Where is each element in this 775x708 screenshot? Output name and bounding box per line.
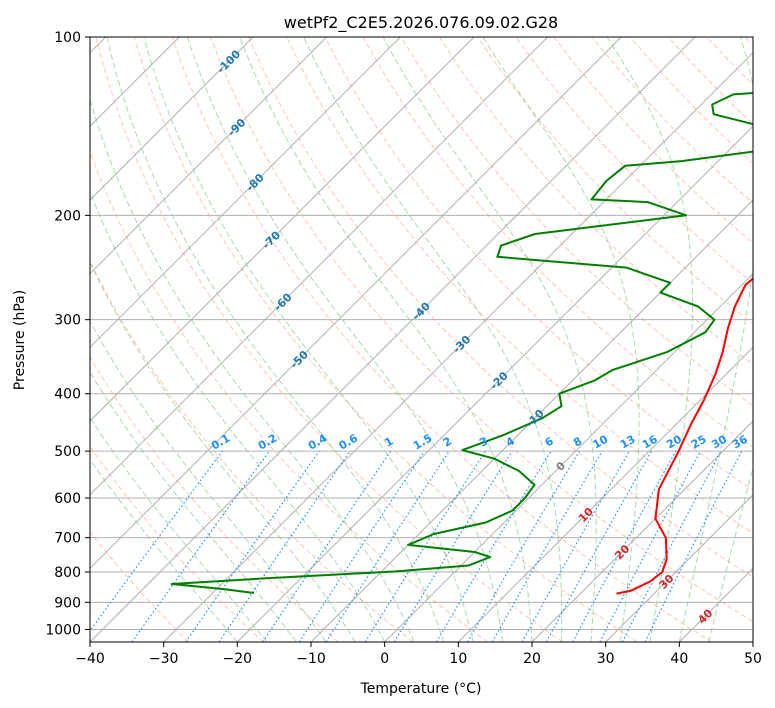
y-tick-label: 1000	[45, 622, 81, 638]
dry-adiabat	[210, 37, 753, 623]
mixing-ratio-line	[298, 450, 425, 642]
dry-adiabat	[438, 37, 753, 366]
mixing-ratio-line	[393, 450, 513, 642]
mixing-ratio-line	[185, 450, 320, 642]
moist-adiabat	[90, 261, 356, 642]
mixing-ratio-line	[644, 450, 743, 642]
mixing-ratio-line	[545, 450, 653, 642]
isotherm-gridline	[605, 493, 753, 642]
x-tick-label: −10	[296, 651, 326, 667]
x-tick-label: 20	[523, 651, 541, 667]
x-tick-label: 40	[670, 651, 688, 667]
isotherm-gridline	[90, 37, 401, 349]
axis-ticks: −40 −30 −20 −10 0 10 20 30 40 50 100 200 300 400 500 60…	[45, 30, 762, 667]
moist-adiabat	[678, 37, 753, 642]
y-tick-label: 800	[54, 565, 81, 581]
moist-adiabat	[187, 37, 503, 642]
x-tick-label: −20	[223, 651, 253, 667]
dewpoint-profile-line	[170, 92, 753, 594]
y-tick-label: 500	[54, 444, 81, 460]
temperature-profile-line	[616, 277, 753, 595]
isotherm-gridline	[90, 37, 696, 642]
isotherm-gridline	[310, 199, 753, 642]
isotherm-gridline	[163, 51, 753, 642]
moist-adiabat	[606, 37, 694, 642]
isotherm-gridline	[384, 272, 753, 642]
mixing-ratio-lines	[90, 450, 743, 642]
mixing-ratio-line	[90, 450, 223, 632]
mixing-ratio-line	[325, 450, 450, 642]
mixing-ratio-line	[262, 450, 392, 642]
profile-series	[170, 92, 753, 595]
dry-adiabat	[133, 37, 638, 642]
y-tick-label: 600	[54, 491, 81, 507]
dry-adiabat	[90, 356, 339, 642]
dry-adiabat	[95, 37, 563, 642]
adiabat-lines	[90, 37, 753, 642]
dry-adiabat	[90, 531, 190, 642]
moist-adiabat	[482, 37, 640, 642]
x-axis-label: Temperature (°C)	[360, 681, 482, 697]
y-tick-label: 700	[54, 531, 81, 547]
y-tick-label: 100	[54, 30, 81, 46]
isotherm-gridline	[90, 37, 328, 275]
moist-adiabat	[90, 370, 297, 642]
isotherm-gridline	[236, 125, 753, 642]
y-tick-label: 300	[54, 313, 81, 329]
mixing-ratio-line	[131, 450, 270, 642]
moist-adiabat	[106, 37, 445, 642]
moist-adiabat	[143, 37, 474, 642]
isotherm-gridline	[457, 346, 753, 642]
grid-lines	[90, 37, 753, 642]
chart-title: wetPf2_C2E5.2026.076.09.02.G28	[284, 13, 558, 33]
isotherm-gridline	[531, 420, 753, 642]
dry-adiabat	[90, 150, 488, 642]
moist-adiabat	[239, 37, 533, 642]
x-tick-label: −40	[75, 651, 105, 667]
moist-adiabat	[303, 37, 563, 642]
x-tick-label: 0	[380, 651, 389, 667]
mixing-ratio-line	[218, 450, 351, 642]
isotherm-gridline	[90, 37, 254, 201]
mixing-ratio-line	[572, 450, 677, 642]
isotherm-gridline	[90, 37, 622, 570]
y-tick-label: 900	[54, 595, 81, 611]
isotherm-gridline	[90, 37, 549, 496]
moist-adiabat	[382, 37, 597, 642]
y-tick-label: 400	[54, 387, 81, 403]
dry-adiabat	[324, 37, 753, 491]
moist-adiabat	[90, 458, 238, 642]
plot-frame	[89, 36, 754, 643]
mixing-ratio-line	[521, 450, 631, 642]
isotherm-gridline	[90, 37, 475, 422]
x-tick-label: 10	[449, 651, 467, 667]
x-tick-label: 50	[744, 651, 762, 667]
x-tick-label: −30	[149, 651, 179, 667]
x-tick-label: 30	[597, 651, 615, 667]
dry-adiabat	[90, 445, 264, 642]
moist-adiabat	[90, 416, 268, 642]
y-axis-label: Pressure (hPa)	[12, 290, 28, 390]
moist-adiabat	[90, 190, 386, 642]
dry-adiabat	[171, 37, 712, 642]
dry-adiabat	[248, 37, 753, 578]
dry-adiabat	[400, 37, 753, 407]
y-tick-label: 200	[54, 208, 81, 224]
